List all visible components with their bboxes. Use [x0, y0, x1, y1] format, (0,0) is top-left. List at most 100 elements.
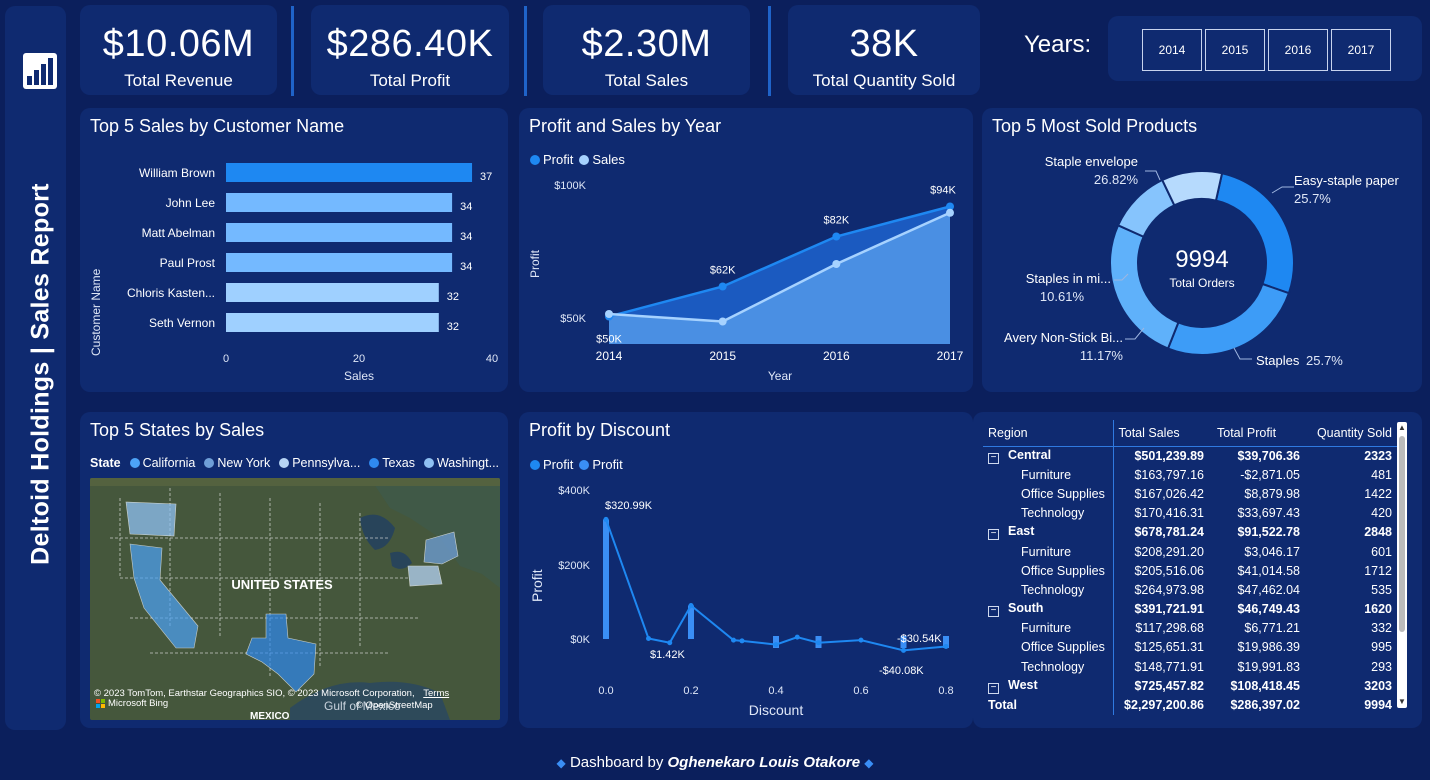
data-label: $50K — [596, 334, 622, 346]
matrix-category-row[interactable]: Furniture $163,797.16 -$2,871.05 481 — [983, 465, 1397, 485]
profit-point[interactable] — [773, 642, 779, 648]
column-header[interactable]: Total Profit — [1217, 425, 1277, 440]
profit-cell: $286,397.02 — [1230, 698, 1300, 713]
profit-point[interactable] — [603, 516, 609, 522]
legend-label: California — [142, 456, 196, 470]
kpi-value: $286.40K — [326, 23, 494, 65]
donut-label-name: Staples — [1256, 353, 1300, 368]
chart-legend: Profit Profit — [530, 457, 623, 472]
sales-cell: $148,771.91 — [1112, 657, 1209, 677]
legend-item: Profit — [530, 457, 573, 472]
donut-slice[interactable] — [1166, 282, 1291, 356]
collapse-icon[interactable]: − — [988, 606, 999, 618]
matrix-region-row[interactable]: − South $391,721.91 $46,749.43 1620 — [983, 599, 1397, 619]
legend-item[interactable]: Washingt... — [423, 456, 499, 470]
profit-bar[interactable] — [900, 636, 907, 648]
sales-point[interactable] — [946, 208, 954, 217]
matrix-category-row[interactable]: Furniture $208,291.20 $3,046.17 601 — [983, 541, 1397, 562]
profit-bar[interactable] — [773, 636, 779, 648]
profit-point[interactable] — [858, 637, 864, 643]
year-button-2017[interactable]: 2017 — [1331, 29, 1391, 71]
value-label: 34 — [460, 201, 472, 213]
collapse-icon[interactable]: − — [988, 529, 999, 541]
category-label: Chloris Kasten... — [127, 286, 215, 300]
matrix-category-row[interactable]: Technology $148,771.91 $19,991.83 293 — [983, 657, 1397, 677]
matrix-category-row[interactable]: Office Supplies $167,026.42 $8,879.98 1422 — [983, 484, 1397, 504]
legend-item[interactable]: Pennsylva... — [279, 456, 360, 470]
scrollbar-thumb[interactable] — [1399, 436, 1405, 632]
bar[interactable] — [226, 193, 453, 212]
bar[interactable] — [226, 253, 453, 272]
profit-point[interactable] — [739, 638, 745, 644]
year-button-2015[interactable]: 2015 — [1205, 29, 1265, 71]
collapse-icon[interactable]: − — [988, 452, 999, 464]
legend-item[interactable]: New York — [204, 456, 270, 470]
matrix-category-row[interactable]: Technology $264,973.98 $47,462.04 535 — [983, 580, 1397, 600]
profit-bar[interactable] — [688, 605, 694, 639]
profit-point[interactable] — [667, 640, 673, 646]
profit-point[interactable] — [731, 637, 736, 643]
profit-point[interactable] — [901, 647, 906, 653]
matrix-category-row[interactable]: Office Supplies $125,651.31 $19,986.39 995 — [983, 637, 1397, 658]
sales-area — [609, 212, 950, 344]
column-header[interactable]: Quantity Sold — [1316, 425, 1392, 440]
profit-sales-year-panel: Profit and Sales by Year Profit Sales Pr… — [519, 108, 973, 392]
matrix-category-row[interactable]: Furniture $117,298.68 $6,771.21 332 — [983, 618, 1397, 638]
matrix-total-row[interactable]: Total $2,297,200.86 $286,397.02 9994 — [983, 695, 1397, 715]
bar[interactable] — [226, 283, 439, 302]
profit-point[interactable] — [718, 282, 727, 291]
bar[interactable] — [226, 313, 439, 332]
matrix-category-row[interactable]: Office Supplies $205,516.06 $41,014.58 1712 — [983, 561, 1397, 581]
bar[interactable] — [226, 163, 473, 182]
footer: ◆ Dashboard by Oghenekaro Louis Otakore … — [0, 754, 1430, 771]
donut-slice[interactable] — [1160, 170, 1224, 207]
bar[interactable] — [226, 223, 453, 242]
sales-point[interactable] — [832, 260, 841, 268]
scroll-up-icon[interactable]: ▲ — [1398, 423, 1406, 432]
qty-cell: 1422 — [1364, 486, 1392, 501]
x-tick: 0.0 — [598, 685, 613, 697]
matrix-region-row[interactable]: − Central $501,239.89 $39,706.36 2323 — [983, 446, 1397, 466]
region-cell: − West — [983, 676, 1113, 695]
sales-point[interactable] — [718, 317, 727, 326]
matrix-region-row[interactable]: − East $678,781.24 $91,522.78 2848 — [983, 522, 1397, 542]
donut-label-pct: 25.7% — [1294, 191, 1331, 206]
profit-point[interactable] — [688, 602, 694, 608]
matrix-category-row[interactable]: Technology $170,416.31 $33,697.43 420 — [983, 503, 1397, 523]
country-label: UNITED STATES — [231, 577, 333, 592]
legend-item[interactable]: California — [129, 456, 196, 470]
year-button-2014[interactable]: 2014 — [1142, 29, 1202, 71]
column-header[interactable]: Total Sales — [1112, 420, 1209, 446]
qty-cell: 420 — [1371, 506, 1392, 521]
profit-point[interactable] — [943, 643, 949, 649]
scroll-down-icon[interactable]: ▼ — [1398, 697, 1406, 706]
profit-point[interactable] — [646, 635, 651, 641]
legend-label: Profit — [543, 457, 574, 472]
donut-center-value: 9994 — [1175, 246, 1228, 273]
customer-bar-chart: Customer Name Sales 0 20 40 William Brow… — [89, 163, 498, 383]
sales-point[interactable] — [605, 310, 613, 318]
terms-link[interactable]: Terms — [423, 688, 450, 699]
matrix-region-row[interactable]: − West $725,457.82 $108,418.45 3203 — [983, 676, 1397, 696]
diamond-icon: ◆ — [864, 756, 874, 770]
profit-bar[interactable] — [943, 636, 949, 648]
legend-item[interactable]: Texas — [369, 456, 415, 470]
profit-point[interactable] — [816, 640, 821, 646]
profit-point[interactable] — [946, 202, 954, 211]
profit-cell: $46,749.43 — [1237, 602, 1300, 617]
legend-label: Pennsylva... — [292, 456, 361, 470]
y-tick: $50K — [560, 313, 586, 325]
column-header[interactable]: Region — [988, 425, 1028, 440]
us-map[interactable]: UNITED STATES Gulf of Mexico MEXICO © 20… — [90, 478, 500, 720]
year-button-2016[interactable]: 2016 — [1268, 29, 1328, 71]
profit-point[interactable] — [832, 232, 841, 241]
profit-bar[interactable] — [603, 519, 609, 639]
profit-cell: $19,986.39 — [1237, 640, 1300, 655]
kpi-total-quantity: 38K Total Quantity Sold — [788, 5, 980, 95]
profit-cell: $47,462.04 — [1237, 582, 1300, 597]
collapse-icon[interactable]: − — [988, 682, 999, 694]
matrix-scrollbar[interactable]: ▲ ▼ — [1397, 422, 1407, 708]
profit-point[interactable] — [794, 634, 800, 640]
sales-line — [608, 211, 951, 323]
x-axis-label: Year — [768, 369, 792, 383]
